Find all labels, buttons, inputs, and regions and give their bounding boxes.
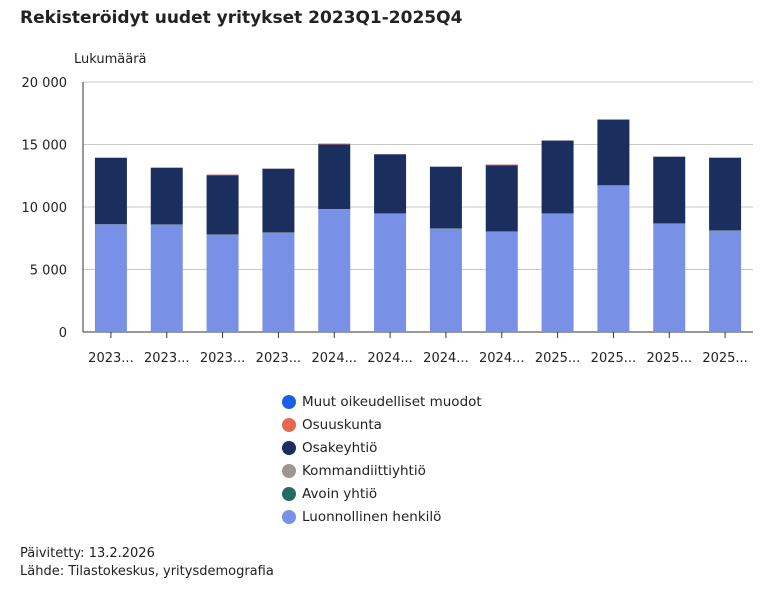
- bar-segment-luonnollinen-henkil-: [262, 232, 295, 332]
- legend-item[interactable]: Luonnollinen henkilö: [282, 505, 482, 528]
- bar-segment-osakeyhti-: [206, 175, 239, 235]
- legend-label: Osakeyhtiö: [302, 439, 378, 456]
- chart-title: Rekisteröidyt uudet yritykset 2023Q1-202…: [20, 8, 463, 28]
- bar-segment-osuuskunta: [485, 164, 518, 166]
- y-tick-label: 5 000: [30, 264, 67, 279]
- legend-swatch-icon: [282, 440, 296, 455]
- y-tick-label: 15 000: [22, 139, 68, 154]
- legend-swatch-icon: [282, 394, 296, 409]
- legend-item[interactable]: Osakeyhtiö: [282, 436, 482, 459]
- x-tick-label: 2023...: [200, 351, 245, 366]
- y-tick-label: 10 000: [22, 201, 68, 216]
- x-tick-label: 2024...: [423, 351, 468, 366]
- legend-swatch-icon: [282, 463, 296, 478]
- bar-segment-osakeyhti-: [374, 154, 407, 214]
- bar-segment-osakeyhti-: [429, 166, 462, 229]
- y-tick-label: 0: [59, 326, 67, 341]
- bar-segment-osuuskunta: [206, 174, 239, 176]
- bar-segment-osakeyhti-: [653, 156, 686, 224]
- x-tick-label: 2023...: [88, 351, 133, 366]
- bar-segment-luonnollinen-henkil-: [597, 185, 630, 332]
- legend-item[interactable]: Osuuskunta: [282, 413, 482, 436]
- bar-segment-osakeyhti-: [318, 144, 351, 210]
- bar-segment-luonnollinen-henkil-: [709, 230, 742, 332]
- source: Lähde: Tilastokeskus, yritysdemografia: [20, 564, 274, 579]
- legend-label: Luonnollinen henkilö: [302, 508, 442, 525]
- x-tick-label: 2023...: [144, 351, 189, 366]
- updated-date: Päivitetty: 13.2.2026: [20, 546, 155, 561]
- legend: Muut oikeudelliset muodot Osuuskunta Osake…: [282, 390, 482, 528]
- x-tick-label: 2024...: [479, 351, 524, 366]
- bar-segment-luonnollinen-henkil-: [318, 209, 351, 332]
- x-tick-label: 2024...: [367, 351, 412, 366]
- legend-item[interactable]: Avoin yhtiö: [282, 482, 482, 505]
- legend-swatch-icon: [282, 486, 296, 501]
- x-tick-label: 2025...: [647, 351, 692, 366]
- plot-area: 0 5 000 10 000 15 000 20 000 2023... 2023... 20…: [22, 76, 753, 366]
- legend-item[interactable]: Kommandiittiyhtiö: [282, 459, 482, 482]
- bar-segment-osuuskunta: [318, 143, 351, 145]
- bar-segment-osakeyhti-: [262, 168, 295, 233]
- bar-segment-luonnollinen-henkil-: [206, 234, 239, 332]
- bar-segment-luonnollinen-henkil-: [485, 231, 518, 332]
- x-tick-label: 2025...: [535, 351, 580, 366]
- bar-segment-osakeyhti-: [150, 167, 183, 225]
- bar-segment-luonnollinen-henkil-: [150, 224, 183, 332]
- legend-label: Osuuskunta: [302, 416, 382, 433]
- x-tick-label: 2025...: [702, 351, 747, 366]
- bar-segment-luonnollinen-henkil-: [429, 228, 462, 332]
- legend-label: Muut oikeudelliset muodot: [302, 393, 482, 410]
- bar-segment-luonnollinen-henkil-: [94, 224, 127, 332]
- x-tick-label: 2025...: [591, 351, 636, 366]
- bar-segment-osakeyhti-: [597, 119, 630, 186]
- x-tick-label: 2024...: [312, 351, 357, 366]
- bar-segment-luonnollinen-henkil-: [541, 213, 574, 332]
- footer: Päivitetty: 13.2.2026 Lähde: Tilastokesk…: [20, 545, 274, 581]
- bar-segment-osakeyhti-: [94, 157, 127, 225]
- bar-segment-luonnollinen-henkil-: [653, 223, 686, 332]
- y-tick-label: 20 000: [22, 76, 68, 91]
- bar-segment-osakeyhti-: [485, 165, 518, 232]
- legend-swatch-icon: [282, 509, 296, 524]
- legend-swatch-icon: [282, 417, 296, 432]
- bar-segment-osakeyhti-: [709, 157, 742, 231]
- legend-label: Kommandiittiyhtiö: [302, 462, 426, 479]
- bar-segment-luonnollinen-henkil-: [374, 213, 407, 332]
- legend-label: Avoin yhtiö: [302, 485, 378, 502]
- bar-segment-osakeyhti-: [541, 140, 574, 214]
- x-tick-label: 2023...: [256, 351, 301, 366]
- y-axis-label: Lukumäärä: [74, 52, 147, 67]
- legend-item[interactable]: Muut oikeudelliset muodot: [282, 390, 482, 413]
